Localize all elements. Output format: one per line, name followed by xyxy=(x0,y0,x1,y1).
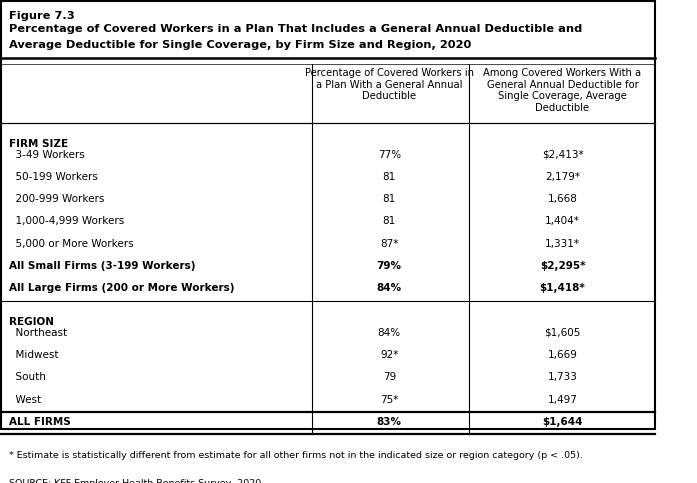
Text: Average Deductible for Single Coverage, by Firm Size and Region, 2020: Average Deductible for Single Coverage, … xyxy=(9,40,472,50)
Text: Among Covered Workers With a
General Annual Deductible for
Single Coverage, Aver: Among Covered Workers With a General Ann… xyxy=(484,68,642,113)
Text: 84%: 84% xyxy=(378,328,401,338)
Text: 50-199 Workers: 50-199 Workers xyxy=(9,172,98,182)
Text: 3-49 Workers: 3-49 Workers xyxy=(9,150,85,160)
Text: 5,000 or More Workers: 5,000 or More Workers xyxy=(9,239,134,249)
Text: 81: 81 xyxy=(383,216,396,227)
Text: * Estimate is statistically different from estimate for all other firms not in t: * Estimate is statistically different fr… xyxy=(9,451,583,460)
Text: 81: 81 xyxy=(383,172,396,182)
Text: $2,413*: $2,413* xyxy=(542,150,583,160)
Text: 2,179*: 2,179* xyxy=(545,172,580,182)
Text: Percentage of Covered Workers in
a Plan With a General Annual
Deductible: Percentage of Covered Workers in a Plan … xyxy=(305,68,474,101)
Text: Midwest: Midwest xyxy=(9,350,59,360)
Text: 1,404*: 1,404* xyxy=(545,216,580,227)
Text: 75*: 75* xyxy=(380,395,399,405)
Text: 200-999 Workers: 200-999 Workers xyxy=(9,194,105,204)
Text: 79%: 79% xyxy=(377,261,401,271)
Text: All Small Firms (3-199 Workers): All Small Firms (3-199 Workers) xyxy=(9,261,196,271)
Text: Percentage of Covered Workers in a Plan That Includes a General Annual Deductibl: Percentage of Covered Workers in a Plan … xyxy=(9,24,583,34)
Text: 92*: 92* xyxy=(380,350,399,360)
Text: South: South xyxy=(9,372,46,383)
Text: SOURCE: KFF Employer Health Benefits Survey, 2020: SOURCE: KFF Employer Health Benefits Sur… xyxy=(9,479,261,483)
Text: 1,733: 1,733 xyxy=(548,372,578,383)
Text: 84%: 84% xyxy=(376,283,401,293)
Text: Northeast: Northeast xyxy=(9,328,68,338)
Text: 1,331*: 1,331* xyxy=(545,239,580,249)
Text: Figure 7.3: Figure 7.3 xyxy=(9,11,75,21)
Text: West: West xyxy=(9,395,41,405)
Text: 83%: 83% xyxy=(377,417,401,427)
Text: 87*: 87* xyxy=(380,239,399,249)
Text: 77%: 77% xyxy=(378,150,401,160)
Text: REGION: REGION xyxy=(9,317,54,327)
Text: $1,605: $1,605 xyxy=(544,328,581,338)
Text: 81: 81 xyxy=(383,194,396,204)
Text: 1,668: 1,668 xyxy=(548,194,578,204)
Text: $1,644: $1,644 xyxy=(542,417,583,427)
Text: 1,669: 1,669 xyxy=(548,350,578,360)
Text: 1,000-4,999 Workers: 1,000-4,999 Workers xyxy=(9,216,125,227)
Text: All Large Firms (200 or More Workers): All Large Firms (200 or More Workers) xyxy=(9,283,235,293)
Text: FIRM SIZE: FIRM SIZE xyxy=(9,139,68,149)
Text: $2,295*: $2,295* xyxy=(539,261,585,271)
Text: 1,497: 1,497 xyxy=(548,395,578,405)
Text: 79: 79 xyxy=(383,372,396,383)
Text: ALL FIRMS: ALL FIRMS xyxy=(9,417,71,427)
Text: $1,418*: $1,418* xyxy=(539,283,585,293)
